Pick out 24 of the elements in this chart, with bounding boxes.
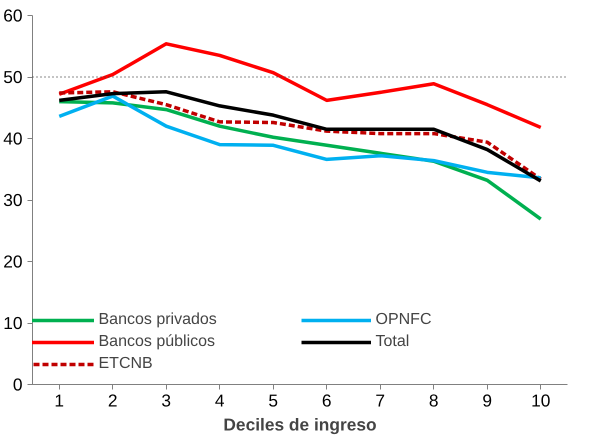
x-tick-label: 6 — [322, 390, 332, 410]
legend-label: Total — [376, 333, 410, 351]
legend-label: Bancos públicos — [98, 333, 216, 351]
y-tick-label: 20 — [3, 252, 23, 272]
x-tick-label: 9 — [482, 390, 492, 410]
x-axis-title: Deciles de ingreso — [223, 414, 377, 434]
y-tick-label: 60 — [3, 6, 23, 26]
legend-label: Bancos privados — [98, 311, 218, 329]
legend-label: ETCNB — [98, 355, 154, 373]
y-tick-label: 50 — [3, 67, 23, 87]
legend-label: OPNFC — [376, 311, 432, 329]
x-tick-label: 4 — [214, 390, 225, 410]
x-tick-label: 1 — [54, 390, 64, 410]
y-tick-label: 10 — [3, 313, 23, 333]
x-tick-label: 3 — [161, 390, 172, 410]
x-tick-label: 10 — [531, 390, 550, 410]
x-tick-label: 7 — [375, 390, 386, 410]
y-tick-label: 0 — [12, 374, 23, 394]
y-tick-label: 40 — [3, 128, 23, 148]
line-series — [58, 42, 542, 130]
x-tick-label: 5 — [268, 390, 278, 410]
x-tick-label: 2 — [108, 390, 118, 410]
y-tick-label: 30 — [3, 190, 23, 210]
x-tick-label: 8 — [428, 390, 439, 410]
